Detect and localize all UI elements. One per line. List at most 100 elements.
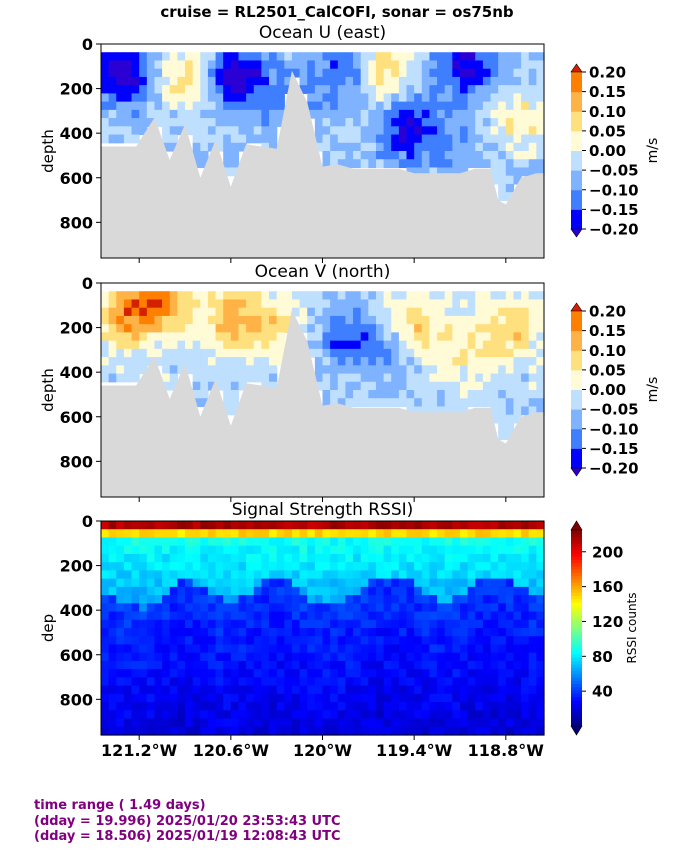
heatmap-cell — [490, 652, 499, 662]
heatmap-cell — [429, 529, 438, 539]
heatmap-cell — [261, 702, 270, 711]
heatmap-cell — [337, 299, 347, 309]
panel-3: Signal Strength RSSI)0200400600800dep121… — [39, 500, 639, 760]
heatmap-cell — [482, 52, 492, 62]
heatmap-cell — [238, 726, 247, 736]
heatmap-cell — [467, 324, 476, 333]
heatmap-cell — [276, 628, 285, 637]
heatmap-cell — [528, 693, 537, 703]
heatmap-cell — [146, 307, 156, 317]
heatmap-cell — [353, 134, 362, 144]
heatmap-cell — [452, 685, 461, 695]
heatmap-cell — [360, 562, 369, 571]
heatmap-cell — [314, 545, 324, 555]
heatmap-cell — [383, 619, 392, 629]
heatmap-cell — [337, 109, 347, 119]
heatmap-cell — [368, 52, 377, 62]
heatmap-cell — [207, 357, 217, 366]
heatmap-cell — [375, 365, 385, 375]
heatmap-cell — [498, 60, 507, 70]
heatmap-cell — [307, 521, 316, 530]
heatmap-cell — [101, 365, 110, 375]
heatmap-cell — [490, 669, 499, 678]
y-tick-label: 800 — [60, 452, 93, 471]
heatmap-cell — [536, 315, 545, 325]
heatmap-cell — [429, 652, 438, 662]
heatmap-cell — [482, 398, 492, 408]
heatmap-cell — [452, 299, 461, 309]
heatmap-cell — [101, 619, 110, 629]
heatmap-cell — [421, 307, 431, 317]
heatmap-cell — [490, 118, 499, 127]
heatmap-cell — [353, 348, 362, 358]
heatmap-cell — [398, 660, 408, 670]
heatmap-cell — [269, 545, 278, 555]
heatmap-cell — [330, 307, 339, 317]
heatmap-cell — [139, 332, 148, 342]
heatmap-cell — [215, 101, 224, 111]
heatmap-cell — [452, 553, 461, 563]
heatmap-cell — [299, 710, 308, 720]
heatmap-cell — [314, 373, 324, 383]
heatmap-cell — [276, 545, 285, 555]
heatmap-cell — [467, 93, 476, 103]
heatmap-cell — [253, 660, 262, 670]
heatmap-cell — [246, 291, 255, 301]
heatmap-cell — [482, 718, 492, 728]
heatmap-cell — [284, 644, 293, 654]
heatmap-cell — [261, 660, 270, 670]
heatmap-cell — [475, 636, 484, 646]
heatmap-cell — [131, 669, 140, 678]
heatmap-cell — [375, 142, 385, 152]
heatmap-cell — [337, 390, 347, 399]
heatmap-cell — [444, 340, 453, 350]
heatmap-cell — [444, 315, 453, 325]
heatmap-cell — [368, 60, 377, 70]
heatmap-cell — [467, 348, 476, 358]
heatmap-cell — [238, 545, 247, 555]
heatmap-cell — [139, 126, 148, 136]
heatmap-cell — [490, 677, 499, 687]
heatmap-cell — [154, 85, 163, 94]
heatmap-cell — [284, 677, 293, 687]
heatmap-cell — [360, 60, 369, 70]
heatmap-cell — [108, 611, 117, 621]
heatmap-cell — [230, 299, 240, 309]
heatmap-cell — [269, 636, 278, 646]
heatmap-cell — [123, 693, 133, 703]
heatmap-cell — [169, 644, 178, 654]
heatmap-cell — [169, 710, 178, 720]
heatmap-cell — [123, 299, 133, 309]
heatmap-cell — [169, 636, 178, 646]
heatmap-cell — [253, 118, 262, 127]
heatmap-cell — [444, 398, 453, 408]
heatmap-cell — [207, 85, 217, 94]
heatmap-cell — [223, 636, 232, 646]
heatmap-cell — [154, 578, 163, 588]
heatmap-cell — [291, 669, 301, 678]
heatmap-cell — [230, 373, 240, 383]
heatmap-cell — [345, 332, 354, 342]
heatmap-cell — [192, 619, 201, 629]
heatmap-cell — [284, 529, 293, 539]
heatmap-cell — [215, 726, 224, 736]
heatmap-cell — [116, 68, 125, 78]
heatmap-cell — [108, 315, 117, 325]
heatmap-cell — [291, 60, 301, 70]
heatmap-cell — [123, 291, 133, 301]
heatmap-cell — [307, 726, 316, 736]
heatmap-cell — [505, 381, 515, 391]
heatmap-cell — [269, 324, 278, 333]
heatmap-cell — [345, 357, 354, 366]
heatmap-cell — [330, 652, 339, 662]
heatmap-cell — [406, 726, 415, 736]
heatmap-cell — [101, 521, 110, 530]
heatmap-cell — [261, 134, 270, 144]
heatmap-cell — [261, 652, 270, 662]
heatmap-cell — [437, 340, 446, 350]
heatmap-cell — [322, 357, 331, 366]
heatmap-cell — [238, 142, 247, 152]
heatmap-cell — [207, 685, 217, 695]
heatmap-cell — [261, 644, 270, 654]
heatmap-cell — [360, 52, 369, 62]
